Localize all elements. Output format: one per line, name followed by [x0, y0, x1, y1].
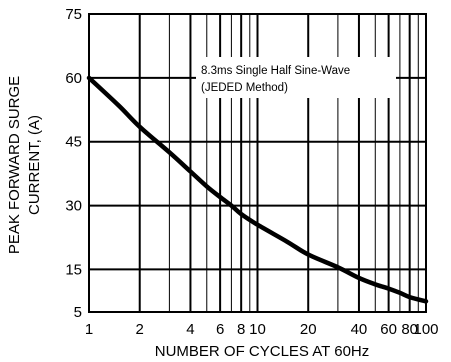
x-tick-label: 8	[237, 321, 245, 338]
x-tick-label: 2	[136, 321, 144, 338]
x-tick-label: 4	[186, 321, 194, 338]
x-tick-label: 20	[300, 321, 317, 338]
x-tick-label: 40	[351, 321, 368, 338]
plot-frame	[88, 13, 427, 313]
y-tick-label: 30	[65, 198, 82, 215]
x-tick-label: 6	[216, 321, 224, 338]
y-tick-label: 75	[65, 6, 82, 23]
y-tick-label: 5	[74, 304, 82, 321]
annotation-line-2: (JEDED Method)	[201, 82, 288, 94]
x-tick-label: 10	[249, 321, 266, 338]
annotation-box: 8.3ms Single Half Sine-Wave (JEDED Metho…	[196, 57, 396, 98]
major-gridlines	[89, 14, 426, 312]
y-axis-title-line-1: PEAK FORWARD SURGE	[6, 76, 23, 254]
x-tick-label: 60	[380, 321, 397, 338]
y-axis-title-line-2: CURRENT, (A)	[26, 115, 43, 215]
x-tick-label: 80	[401, 321, 418, 338]
y-tick-label: 60	[65, 70, 82, 87]
annotation-background	[196, 57, 396, 98]
x-axis-title: NUMBER OF CYCLES AT 60Hz	[155, 343, 370, 360]
y-tick-label: 45	[65, 134, 82, 151]
series-line	[86, 75, 429, 304]
y-tick-labels: 5 15 30 45 60 75	[65, 6, 82, 321]
x-tick-label: 1	[85, 321, 93, 338]
y-tick-label: 15	[65, 261, 82, 278]
annotation-line-1: 8.3ms Single Half Sine-Wave	[201, 65, 350, 77]
x-tick-label: 100	[413, 321, 438, 338]
